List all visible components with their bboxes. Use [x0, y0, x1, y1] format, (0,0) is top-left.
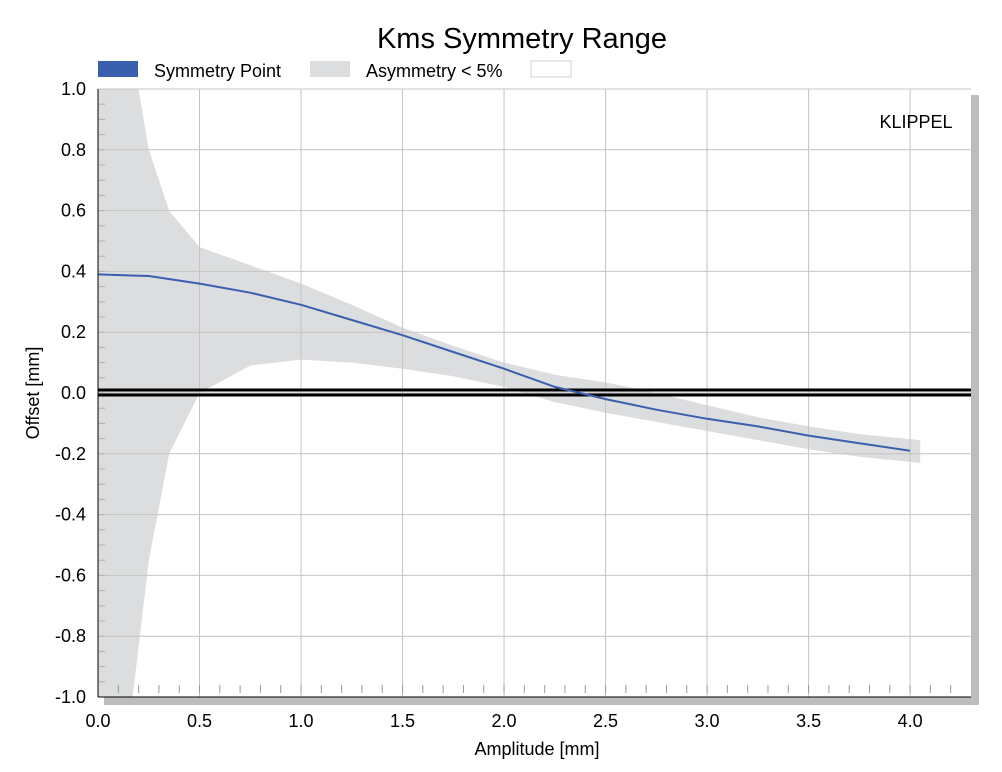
symmetry-point-line [97, 273, 911, 452]
y-tick-label: 0.4 [61, 261, 86, 281]
y-tick-label: 0.6 [61, 201, 86, 221]
tick-labels: 0.0 0.5 1.0 1.5 2.0 2.5 3.0 3.5 4.0 1.0 0.8 0.6 0.4 0… [55, 79, 923, 731]
legend: Symmetry Point Asymmetry < 5% [98, 60, 572, 81]
minor-ticks [99, 103, 952, 693]
x-tick-label: 3.5 [796, 711, 821, 731]
x-axis-label: Amplitude [mm] [474, 739, 599, 759]
y-tick-label: -0.8 [55, 626, 86, 646]
x-tick-label: 0.5 [187, 711, 212, 731]
x-tick-label: 3.0 [695, 711, 720, 731]
y-tick-label: -0.4 [55, 505, 86, 525]
x-tick-label: 1.0 [289, 711, 314, 731]
x-tick-label: 4.0 [898, 711, 923, 731]
symmetry-line-layer [97, 273, 911, 452]
legend-swatch-symmetry-point [98, 61, 138, 77]
x-tick-label: 2.5 [593, 711, 618, 731]
y-tick-label: -0.6 [55, 565, 86, 585]
legend-label-symmetry-point: Symmetry Point [154, 61, 281, 81]
y-tick-label: 0.2 [61, 322, 86, 342]
y-tick-label: 0.8 [61, 140, 86, 160]
legend-swatch-asymmetry [310, 61, 350, 77]
x-tick-label: 2.0 [492, 711, 517, 731]
chart-title: Kms Symmetry Range [377, 23, 667, 55]
y-tick-label: -1.0 [55, 687, 86, 707]
reference-line-layer [98, 388, 971, 397]
x-tick-label: 0.0 [85, 711, 110, 731]
y-tick-label: 1.0 [61, 79, 86, 99]
legend-label-asymmetry: Asymmetry < 5% [366, 61, 503, 81]
legend-swatch-empty [530, 60, 572, 78]
klippel-annotation: KLIPPEL [879, 112, 952, 132]
y-axis-label: Offset [mm] [23, 347, 43, 440]
y-tick-label: -0.2 [55, 444, 86, 464]
y-tick-label: 0.0 [61, 383, 86, 403]
x-tick-label: 1.5 [390, 711, 415, 731]
